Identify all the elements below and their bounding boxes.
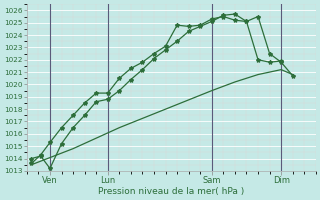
X-axis label: Pression niveau de la mer( hPa ): Pression niveau de la mer( hPa ) [98, 187, 244, 196]
